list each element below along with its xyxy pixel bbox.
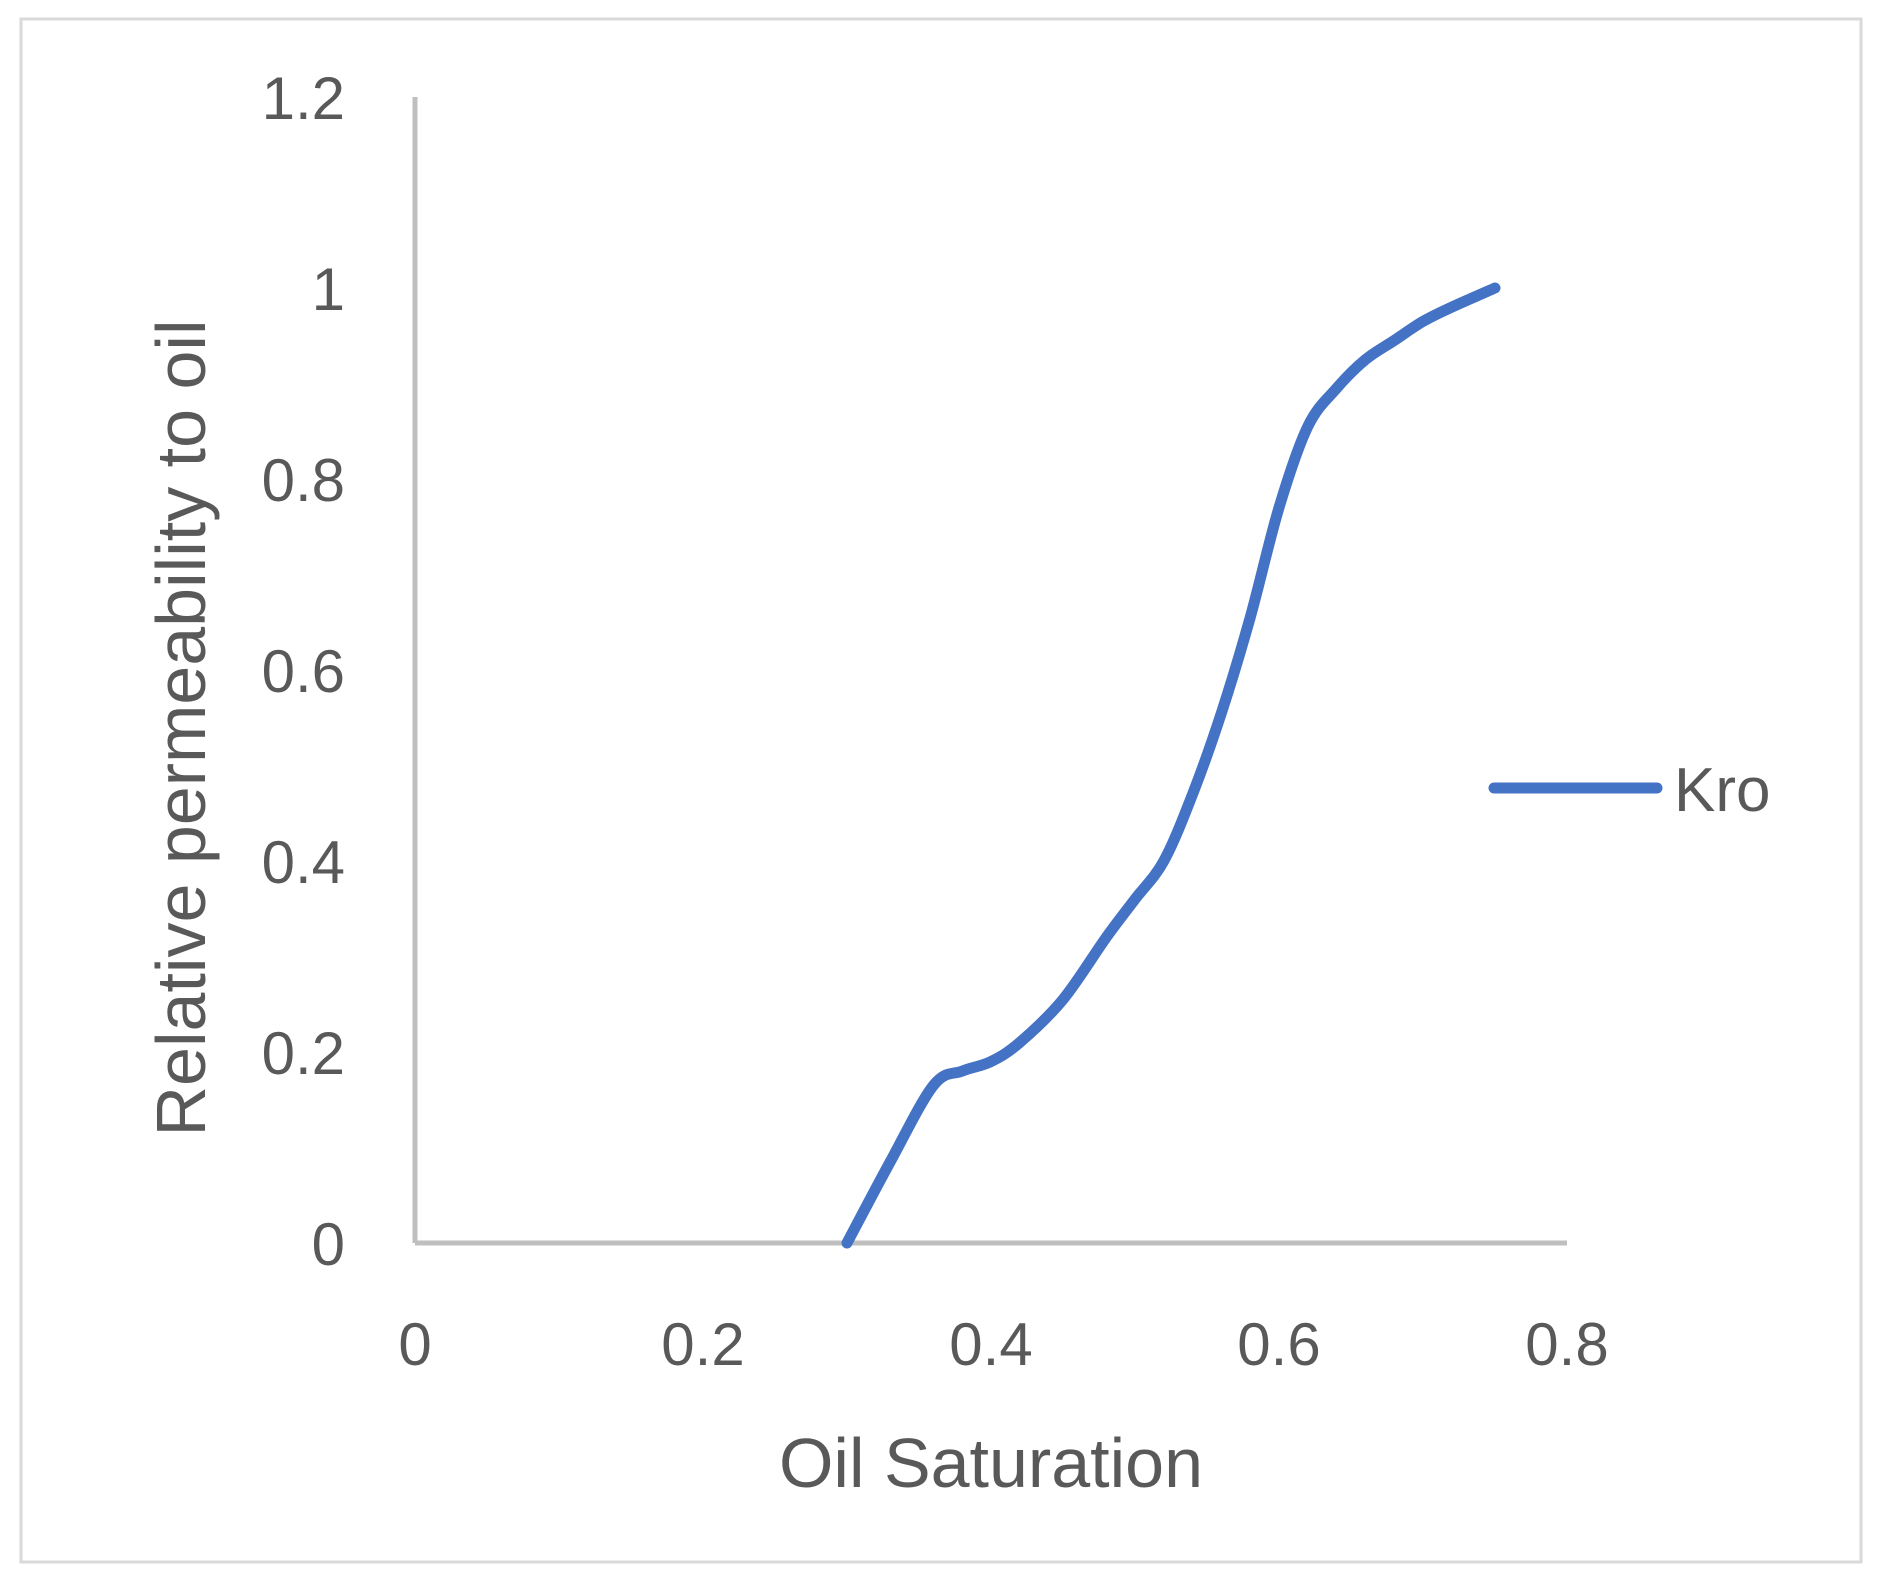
x-tick-label: 0.2 xyxy=(661,1311,744,1378)
y-tick-label: 1 xyxy=(312,256,345,323)
x-tick-label: 0.6 xyxy=(1237,1311,1320,1378)
y-tick-label: 0.2 xyxy=(262,1020,345,1087)
x-tick-label: 0.4 xyxy=(949,1311,1032,1378)
series-line-kro xyxy=(841,282,1501,1249)
series-layer xyxy=(841,282,1501,1249)
y-tick-label: 0 xyxy=(312,1211,345,1278)
x-tick-label: 0.8 xyxy=(1525,1311,1608,1378)
y-axis: 0 0.2 0.4 0.6 0.8 1 1.2 xyxy=(262,65,418,1278)
x-axis: 0 0.2 0.4 0.6 0.8 xyxy=(398,1240,1609,1378)
y-tick-label: 1.2 xyxy=(262,65,345,132)
y-tick-label: 0.6 xyxy=(262,638,345,705)
x-tick-label: 0 xyxy=(398,1311,431,1378)
y-axis-title: Relative permeability to oil xyxy=(142,319,220,1136)
y-tick-label: 0.8 xyxy=(262,447,345,514)
legend-label-kro: Kro xyxy=(1674,756,1770,825)
legend: Kro xyxy=(1488,756,1770,825)
x-axis-title: Oil Saturation xyxy=(779,1424,1203,1502)
y-tick-label: 0.4 xyxy=(262,829,345,896)
